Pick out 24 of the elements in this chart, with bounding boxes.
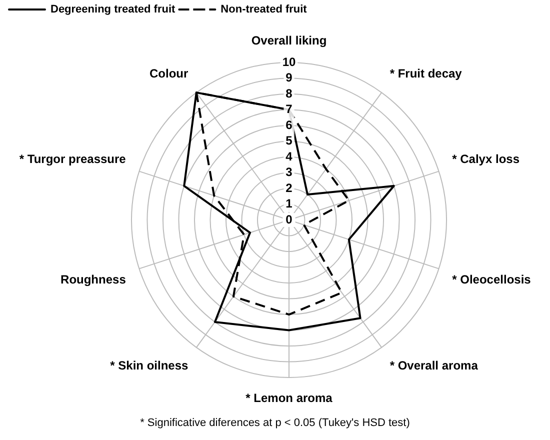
- spoke-label: Colour: [150, 66, 188, 80]
- y-tick-label: 0: [286, 212, 293, 226]
- y-tick-label: 6: [286, 118, 293, 132]
- legend-label: Non-treated fruit: [220, 4, 308, 16]
- y-tick-label: 9: [286, 70, 293, 85]
- y-tick-label: 3: [286, 165, 293, 180]
- spoke-label: * Turgor preassure: [19, 152, 126, 166]
- y-tick-label: 4: [286, 149, 293, 164]
- y-tick-label: 2: [286, 180, 293, 195]
- spoke-label: Overall liking: [251, 34, 327, 48]
- legend-label: Degreening treated fruit: [50, 4, 176, 16]
- spoke-label: * Fruit decay: [390, 66, 462, 80]
- text: * Significative diferences at p < 0.05 (Tukey's HSD test): [139, 417, 411, 429]
- spoke-label: * Skin oilness: [110, 358, 189, 372]
- spoke-label: * Overall aroma: [390, 358, 478, 372]
- y-tick-label: 5: [286, 134, 293, 148]
- spoke-label: * Calyx loss: [452, 152, 520, 166]
- y-tick-label: 10: [282, 54, 296, 69]
- y-tick-label: 1: [286, 196, 293, 211]
- y-tick-label: 7: [286, 102, 293, 116]
- y-tick-label: 8: [286, 86, 293, 100]
- spoke-label: Roughness: [60, 272, 126, 287]
- spoke-label: * Oleocellosis: [452, 272, 532, 287]
- spoke-label: * Lemon aroma: [246, 391, 333, 406]
